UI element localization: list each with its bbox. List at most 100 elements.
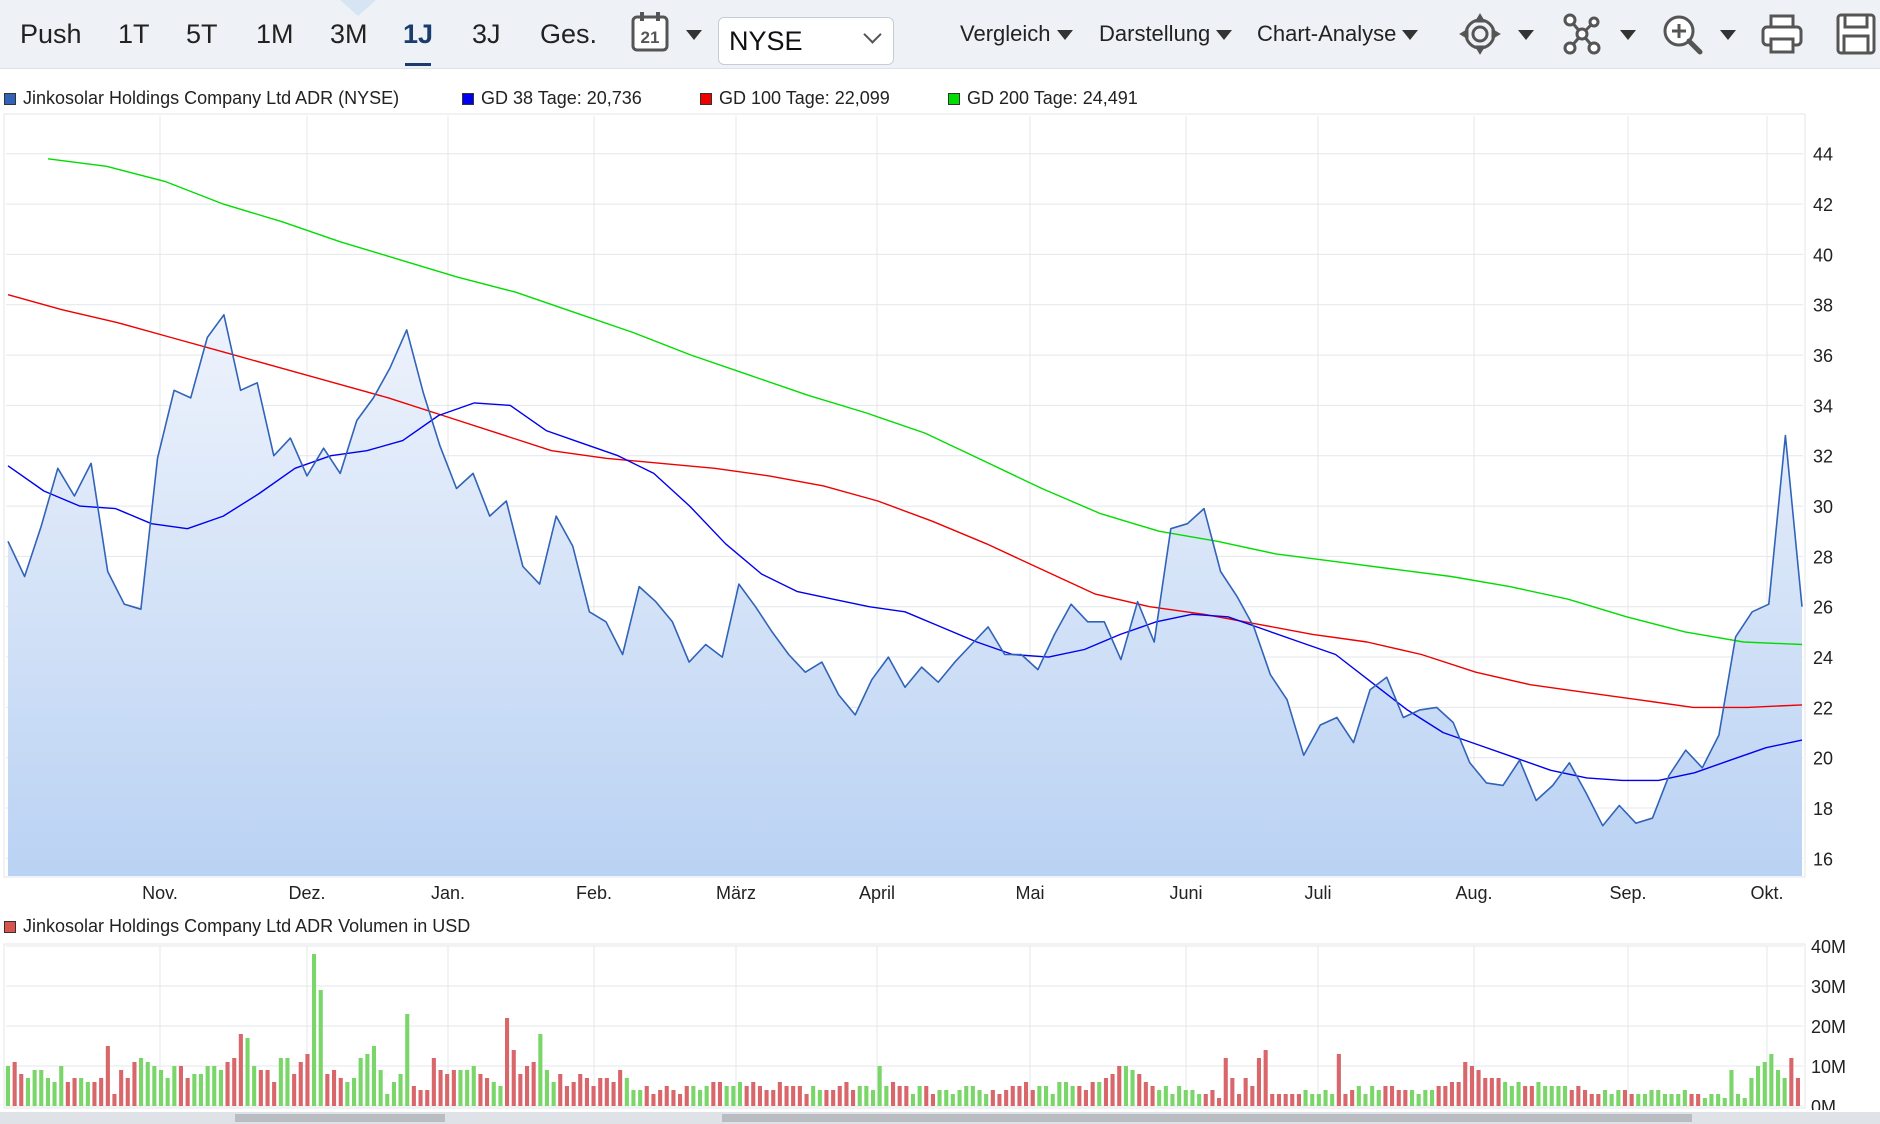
timeframe-ges[interactable]: Ges. bbox=[540, 19, 598, 49]
horizontal-scrollbar[interactable] bbox=[0, 1112, 1880, 1124]
volume-bar bbox=[1716, 1094, 1721, 1106]
save-icon bbox=[1836, 13, 1876, 55]
price-area-fill bbox=[8, 314, 1802, 876]
volume-bar bbox=[1110, 1074, 1115, 1106]
volume-bar bbox=[72, 1078, 77, 1106]
volume-bar bbox=[59, 1066, 64, 1106]
x-tick-label: Juli bbox=[1304, 883, 1331, 903]
volume-bar bbox=[458, 1070, 463, 1106]
volume-bar bbox=[1583, 1090, 1588, 1106]
timeframe-3m[interactable]: 3M bbox=[330, 19, 368, 49]
volume-bar bbox=[1064, 1082, 1069, 1106]
volume-bar bbox=[751, 1082, 756, 1106]
volume-bar bbox=[764, 1090, 769, 1106]
timeframe-1m[interactable]: 1M bbox=[256, 19, 294, 49]
volume-bar bbox=[1569, 1090, 1574, 1106]
volume-bar bbox=[950, 1094, 955, 1106]
volume-bar bbox=[1449, 1082, 1454, 1106]
exchange-select-value: NYSE bbox=[729, 26, 803, 56]
volume-bar bbox=[1523, 1086, 1528, 1106]
volume-bar bbox=[485, 1078, 490, 1106]
volume-bar bbox=[298, 1062, 303, 1106]
gd38-line bbox=[7, 402, 1803, 782]
legend-swatch bbox=[700, 93, 712, 105]
vergleich-menu[interactable]: Vergleich bbox=[960, 0, 1073, 68]
timeframe-3j[interactable]: 3J bbox=[472, 19, 501, 49]
volume-bar bbox=[1629, 1094, 1634, 1106]
volume-y-tick-label: 30M bbox=[1811, 977, 1846, 997]
y-tick-label: 30 bbox=[1813, 497, 1833, 517]
calendar-icon: 21 bbox=[631, 12, 669, 52]
timeframe-1t[interactable]: 1T bbox=[118, 19, 150, 49]
volume-bar bbox=[1416, 1094, 1421, 1106]
volume-bar bbox=[910, 1094, 915, 1106]
volume-bar bbox=[418, 1090, 423, 1106]
volume-bar bbox=[425, 1090, 430, 1106]
volume-bar bbox=[1103, 1078, 1108, 1106]
volume-bar bbox=[1217, 1098, 1222, 1106]
legend-swatch bbox=[948, 93, 960, 105]
volume-bar bbox=[345, 1082, 350, 1106]
exchange-select[interactable]: NYSE bbox=[718, 17, 894, 65]
volume-bar bbox=[1483, 1078, 1488, 1106]
volume-bar bbox=[871, 1090, 876, 1106]
x-tick-label: Okt. bbox=[1750, 883, 1783, 903]
volume-bar bbox=[884, 1086, 889, 1106]
volume-bar bbox=[1596, 1094, 1601, 1106]
volume-bar bbox=[970, 1086, 975, 1106]
legend-swatch bbox=[462, 93, 474, 105]
volume-bar bbox=[1516, 1082, 1521, 1106]
print-button[interactable] bbox=[1760, 10, 1806, 58]
price-line bbox=[7, 314, 1803, 827]
volume-bar bbox=[1436, 1086, 1441, 1106]
y-tick-label: 18 bbox=[1813, 799, 1833, 819]
timeframe-5t[interactable]: 5T bbox=[186, 19, 218, 49]
volume-bar bbox=[112, 1094, 117, 1106]
chart-toolbar: Push 1T 5T 1M 3M 1J 3J Ges. 21 NYSE Verg… bbox=[0, 0, 1880, 69]
volume-bar bbox=[1296, 1094, 1301, 1106]
volume-bar bbox=[411, 1086, 416, 1106]
volume-bar bbox=[451, 1070, 456, 1106]
volume-bar bbox=[737, 1082, 742, 1106]
network-button[interactable] bbox=[1560, 10, 1636, 58]
volume-bar bbox=[152, 1066, 157, 1106]
volume-y-tick-label: 20M bbox=[1811, 1017, 1846, 1037]
chart-analyse-menu[interactable]: Chart-Analyse bbox=[1257, 0, 1419, 68]
volume-bar bbox=[159, 1070, 164, 1106]
volume-bar bbox=[1656, 1090, 1661, 1106]
volume-bar bbox=[245, 1038, 250, 1106]
settings-button[interactable] bbox=[1458, 10, 1534, 58]
volume-bar bbox=[1090, 1082, 1095, 1106]
chevron-down-icon bbox=[1518, 30, 1534, 40]
volume-bar bbox=[325, 1074, 330, 1106]
volume-bar bbox=[1589, 1094, 1594, 1106]
volume-bar bbox=[1363, 1094, 1368, 1106]
volume-bar bbox=[1157, 1090, 1162, 1106]
volume-bar bbox=[1456, 1082, 1461, 1106]
volume-bar bbox=[977, 1090, 982, 1106]
active-timeframe-pointer bbox=[340, 0, 376, 16]
volume-bar bbox=[1037, 1086, 1042, 1106]
zoom-button[interactable] bbox=[1660, 10, 1736, 58]
scrollbar-thumb[interactable] bbox=[235, 1114, 445, 1122]
x-tick-label: Mai bbox=[1015, 883, 1044, 903]
volume-bar bbox=[964, 1086, 969, 1106]
save-button[interactable] bbox=[1834, 10, 1878, 58]
timeframe-1j[interactable]: 1J bbox=[403, 0, 433, 68]
x-tick-label: März bbox=[716, 883, 756, 903]
y-tick-label: 42 bbox=[1813, 195, 1833, 215]
volume-bar bbox=[1097, 1082, 1102, 1106]
calendar-button[interactable]: 21 bbox=[630, 10, 702, 58]
volume-bar bbox=[844, 1082, 849, 1106]
timeframe-push[interactable]: Push bbox=[20, 19, 82, 49]
volume-bar bbox=[352, 1078, 357, 1106]
volume-bar bbox=[258, 1070, 263, 1106]
darstellung-menu[interactable]: Darstellung bbox=[1099, 0, 1233, 68]
darstellung-menu-label: Darstellung bbox=[1099, 21, 1211, 46]
volume-bar bbox=[1742, 1098, 1747, 1106]
volume-bar bbox=[119, 1070, 124, 1106]
volume-bar bbox=[105, 1046, 110, 1106]
volume-bar bbox=[285, 1058, 290, 1106]
scrollbar-thumb[interactable] bbox=[722, 1114, 1692, 1122]
volume-bar bbox=[1636, 1094, 1641, 1106]
